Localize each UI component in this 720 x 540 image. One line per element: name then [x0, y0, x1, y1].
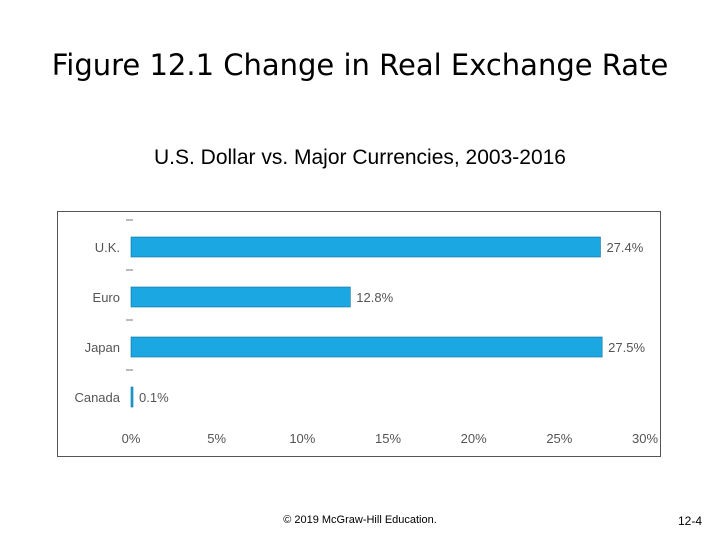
x-tick-label: 10% — [289, 431, 315, 446]
x-tick-label: 30% — [632, 431, 658, 446]
data-label: 27.4% — [606, 240, 643, 255]
x-tick-label: 5% — [207, 431, 226, 446]
bar — [130, 236, 601, 258]
category-label: Japan — [85, 340, 120, 355]
x-tick-label: 25% — [546, 431, 572, 446]
bar — [130, 336, 603, 358]
data-label: 0.1% — [139, 390, 169, 405]
category-label: Canada — [74, 390, 120, 405]
chart-frame: U.K. 27.4% Euro 12.8% Japan 27.5% Canada 0.1% 0%… — [57, 211, 661, 457]
data-label: 12.8% — [356, 290, 393, 305]
bar — [130, 286, 351, 308]
slide-title: Figure 12.1 Change in Real Exchange Rate — [51, 48, 669, 82]
copyright-footer: © 2019 McGraw-Hill Education. — [283, 514, 437, 526]
category-label: Euro — [93, 290, 120, 305]
bar — [130, 386, 134, 408]
x-tick-label: 15% — [375, 431, 401, 446]
chart-subtitle: U.S. Dollar vs. Major Currencies, 2003-2… — [153, 146, 566, 169]
page-number: 12-4 — [677, 514, 702, 528]
bar-chart: U.K. 27.4% Euro 12.8% Japan 27.5% Canada 0.1% 0%… — [74, 219, 658, 446]
data-label: 27.5% — [608, 340, 645, 355]
category-label: U.K. — [95, 240, 120, 255]
x-tick-label: 20% — [461, 431, 487, 446]
x-tick-label: 0% — [122, 431, 141, 446]
